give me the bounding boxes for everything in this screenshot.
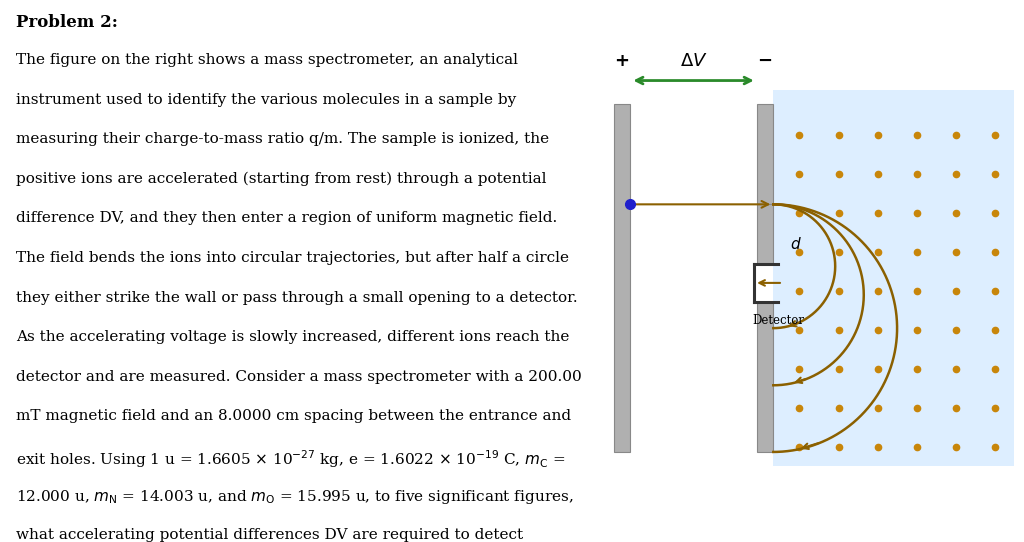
Bar	[757, 204, 773, 264]
Text: Problem 2:: Problem 2:	[15, 14, 118, 30]
Bar	[773, 90, 1014, 466]
Text: exit holes. Using 1 u = 1.6605 $\times$ 10$^{-27}$ kg, e = 1.6022 $\times$ 10$^{: exit holes. Using 1 u = 1.6605 $\times$ …	[15, 449, 565, 470]
Text: they either strike the wall or pass through a small opening to a detector.: they either strike the wall or pass thro…	[15, 291, 578, 305]
Text: difference DV, and they then enter a region of uniform magnetic field.: difference DV, and they then enter a reg…	[15, 211, 557, 225]
Bar	[757, 302, 773, 452]
Text: $d$: $d$	[790, 236, 802, 251]
Text: Detector: Detector	[752, 314, 804, 327]
Text: what accelerating potential differences DV are required to detect: what accelerating potential differences …	[15, 528, 522, 542]
Text: positive ions are accelerated (starting from rest) through a potential: positive ions are accelerated (starting …	[15, 172, 546, 186]
Text: As the accelerating voltage is slowly increased, different ions reach the: As the accelerating voltage is slowly in…	[15, 330, 569, 344]
Text: instrument used to identify the various molecules in a sample by: instrument used to identify the various …	[15, 93, 516, 107]
Text: detector and are measured. Consider a mass spectrometer with a 200.00: detector and are measured. Consider a ma…	[15, 370, 582, 384]
Text: $\Delta V$: $\Delta V$	[680, 52, 708, 70]
Text: The figure on the right shows a mass spectrometer, an analytical: The figure on the right shows a mass spe…	[15, 53, 517, 67]
Bar	[757, 105, 773, 204]
Text: The field bends the ions into circular trajectories, but after half a circle: The field bends the ions into circular t…	[15, 251, 568, 265]
Text: 12.000 u, $m_\mathsf{N}$ = 14.003 u, and $m_\mathsf{O}$ = 15.995 u, to five sign: 12.000 u, $m_\mathsf{N}$ = 14.003 u, and…	[15, 488, 573, 506]
Text: measuring their charge-to-mass ratio q/m. The sample is ionized, the: measuring their charge-to-mass ratio q/m…	[15, 132, 549, 146]
Bar	[613, 105, 631, 452]
Text: +: +	[614, 52, 630, 70]
Text: mT magnetic field and an 8.0000 cm spacing between the entrance and: mT magnetic field and an 8.0000 cm spaci…	[15, 409, 570, 423]
Text: −: −	[758, 52, 772, 70]
